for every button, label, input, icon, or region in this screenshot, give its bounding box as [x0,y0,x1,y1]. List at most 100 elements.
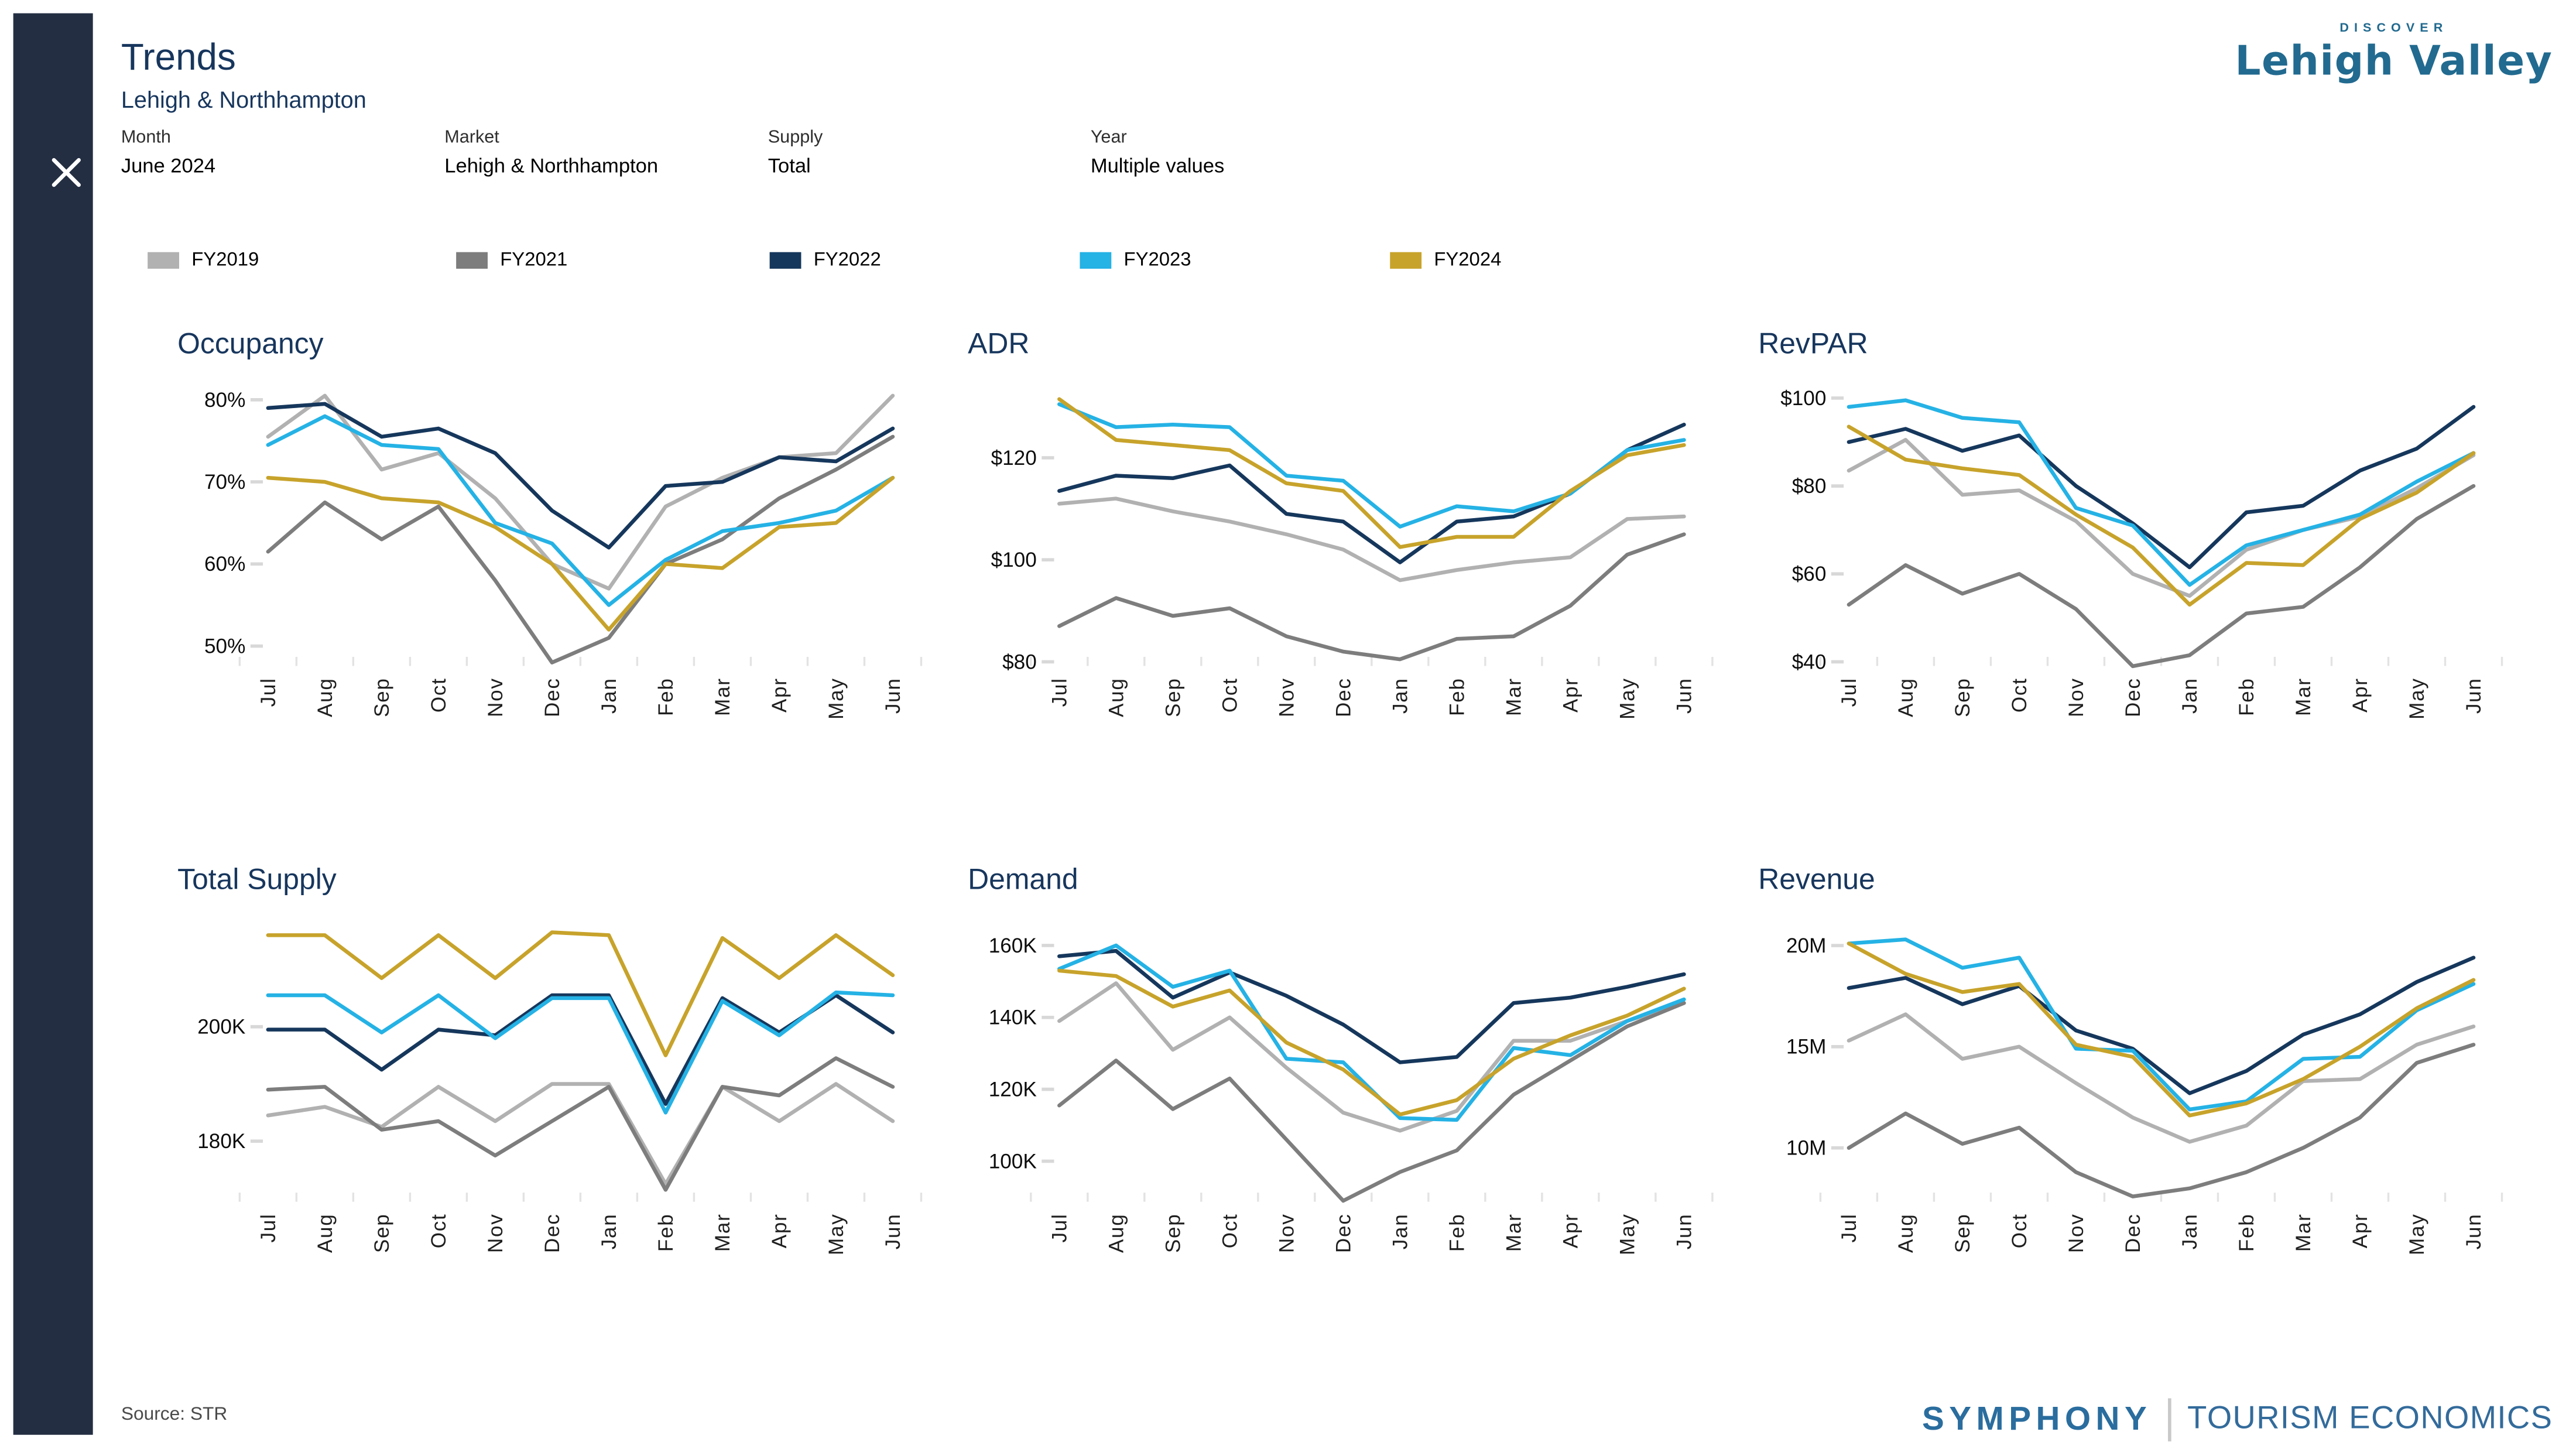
x-tick-label: Oct [427,1214,450,1249]
x-tick-label: Jul [257,677,280,707]
chart-title: ADR [968,327,1030,360]
x-tick-label: Jan [598,677,621,714]
x-tick-label: Jul [257,1214,280,1243]
legend-item-fy2021[interactable]: FY2021 [456,249,567,270]
x-tick-label: May [1615,1214,1638,1255]
series-line-FY2023 [266,414,895,607]
chart-title: Demand [968,862,1078,896]
page-subtitle: Lehigh & Northhampton [121,85,366,112]
chart-demand: Demand 160K 140K 120K 100K Jul Aug Sep Oct Nov De… [963,862,1746,1314]
sidebar [13,13,94,1436]
discover-lehigh-valley-logo: DISCOVER Lehigh Valley [2235,20,2553,84]
x-tick-label: Aug [1895,677,1917,717]
legend-item-fy2023[interactable]: FY2023 [1080,249,1191,270]
series-line-FY2024 [1056,968,1686,1116]
series-line-FY2024 [1056,397,1686,549]
series-line-FY2024 [266,930,895,1057]
chart-title: Occupancy [177,327,324,360]
filter-month: Month June 2024 [121,128,436,177]
occupancy-plot: 80% 70% 60% 50% Jul Aug Sep Oct Nov Dec Jan Feb Mar A… [204,389,923,720]
logo-divider [2168,1398,2171,1442]
x-tick-label: Jun [1672,1214,1695,1250]
x-tick-label: Jan [2178,1214,2201,1250]
legend-swatch-fy2019 [148,251,179,268]
page-title: Trends [121,36,236,78]
x-tick-label: Mar [1502,677,1525,716]
x-tick-label: Apr [2349,677,2372,712]
x-tick-label: Apr [2349,1214,2372,1249]
logo-brand-text: Lehigh Valley [2235,36,2553,85]
y-tick-label: 80% [204,389,245,412]
y-tick-label: $60 [1792,563,1827,585]
series-line-FY2021 [1056,1001,1686,1203]
x-tick-label: Nov [2065,1214,2088,1253]
x-tick-label: Aug [314,677,337,717]
series-line-FY2024 [266,475,895,632]
symphony-tourism-economics-logo: SYMPHONY TOURISM ECONOMICS [1921,1398,2553,1442]
x-tick-label: Dec [2122,677,2145,717]
x-tick-label: Jul [1047,677,1070,707]
chart-revpar: RevPAR $100 $80 $60 $40 Jul Aug Sep Oct Nov Dec Ja… [1753,327,2536,778]
legend-label: FY2021 [500,248,568,270]
filter-market-label: Market [444,128,499,148]
filter-supply: Supply Total [768,128,1083,177]
x-tick-label: Sep [1951,677,1974,717]
x-tick-label: May [825,677,848,719]
x-tick-label: Jun [882,1214,905,1250]
logo-symphony-text: SYMPHONY [1921,1400,2152,1437]
series-line-FY2023 [266,990,895,1115]
legend-swatch-fy2024 [1390,251,1421,268]
x-tick-label: Apr [768,1214,791,1249]
x-tick-label: Oct [2008,677,2031,712]
series-line-FY2023 [1847,937,2476,1112]
legend-label: FY2024 [1434,248,1502,270]
y-tick-label: 50% [204,635,245,657]
series-line-FY2021 [1847,1043,2476,1198]
x-tick-label: Mar [2292,677,2315,716]
x-tick-label: Sep [1161,677,1184,717]
chart-title: Total Supply [177,862,337,896]
y-tick-label: $100 [1780,387,1826,410]
x-tick-label: Nov [2065,677,2088,717]
filter-year-label: Year [1090,128,1127,148]
legend: FY2019 FY2021 FY2022 FY2023 FY2024 [0,249,2576,282]
x-tick-label: Nov [1275,677,1297,717]
revenue-plot: 20M 15M 10M Jul Aug Sep Oct Nov Dec Jan Feb Mar Apr M… [1786,934,2503,1255]
legend-label: FY2019 [191,248,259,270]
legend-item-fy2019[interactable]: FY2019 [148,249,259,270]
series-line-FY2022 [1056,948,1686,1064]
filter-year-value[interactable]: Multiple values [1090,153,1225,177]
y-tick-label: 140K [988,1006,1036,1029]
legend-item-fy2024[interactable]: FY2024 [1390,249,1501,270]
x-tick-label: Sep [371,1214,393,1253]
x-tick-label: Jul [1838,1214,1861,1243]
x-tick-label: Dec [1331,1214,1354,1253]
close-icon[interactable] [48,155,84,191]
filter-market-value[interactable]: Lehigh & Northhampton [444,153,659,177]
legend-item-fy2022[interactable]: FY2022 [769,249,881,270]
x-tick-label: Feb [1445,677,1468,716]
series-line-FY2021 [1056,532,1686,662]
legend-swatch-fy2023 [1080,251,1111,268]
logo-tourism-text: TOURISM ECONOMICS [2187,1402,2553,1437]
series-line-FY2021 [1847,484,2476,669]
x-tick-label: Jul [1838,677,1861,707]
y-tick-label: 10M [1786,1137,1826,1160]
chart-revenue: Revenue 20M 15M 10M Jul Aug Sep Oct Nov Dec Jan Fe… [1753,862,2536,1314]
x-tick-label: Oct [427,677,450,712]
chart-title: Revenue [1758,862,1875,896]
x-tick-label: Mar [2292,1214,2315,1252]
x-tick-label: Mar [711,1214,734,1252]
filter-month-label: Month [121,128,171,148]
x-tick-label: Jun [2462,1214,2485,1250]
series-line-FY2023 [1847,398,2476,587]
x-tick-label: Jan [598,1214,621,1250]
x-tick-label: Dec [1331,677,1354,717]
filter-month-value[interactable]: June 2024 [121,153,216,177]
filter-supply-value[interactable]: Total [768,153,811,177]
x-tick-label: Nov [484,677,507,717]
filter-market: Market Lehigh & Northhampton [444,128,759,177]
x-tick-label: Sep [1161,1214,1184,1253]
